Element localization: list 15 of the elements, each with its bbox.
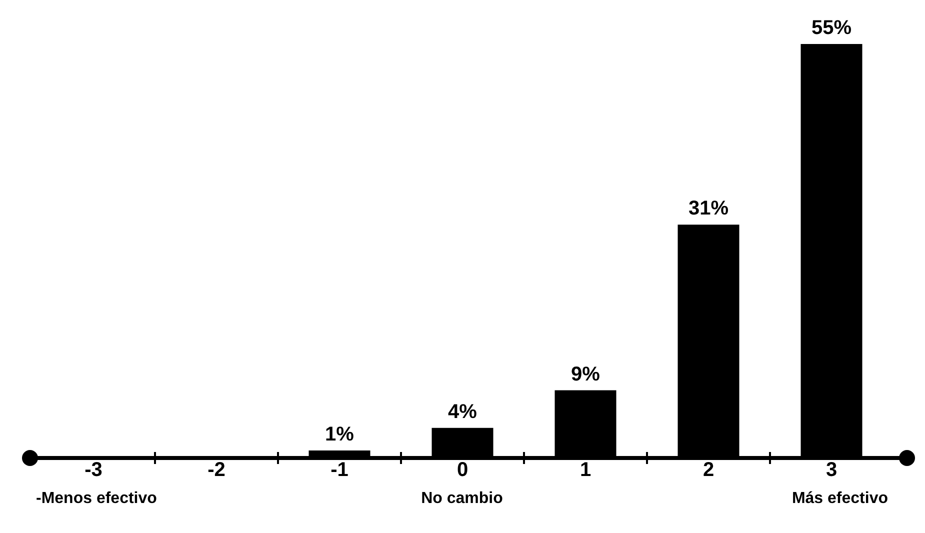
data-label: 55% <box>811 17 852 39</box>
x-tick-label: -2 <box>208 459 226 481</box>
x-tick-label: 0 <box>456 459 468 481</box>
text: -Menos efectivo <box>36 490 158 507</box>
text: Más efectivo <box>792 490 888 507</box>
data-label: 31% <box>688 198 729 220</box>
data-label: 9% <box>571 363 600 386</box>
x-tick-label: -1 <box>330 459 348 481</box>
x-tick-label: -3 <box>84 459 102 481</box>
data-label: 4% <box>448 400 478 423</box>
data-label: 1% <box>325 423 354 446</box>
x-tick-label: 1 <box>580 459 592 481</box>
x-tick-label: 2 <box>702 459 714 481</box>
text: No cambio <box>421 490 504 507</box>
x-tick-label: 3 <box>826 459 838 481</box>
